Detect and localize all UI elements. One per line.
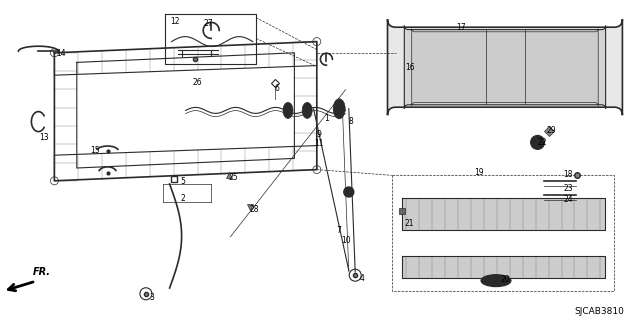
Text: 25: 25	[228, 173, 239, 182]
Circle shape	[531, 135, 545, 149]
Text: 12: 12	[170, 17, 179, 26]
Text: 17: 17	[456, 23, 466, 32]
Text: 18: 18	[564, 170, 573, 179]
Text: 10: 10	[340, 236, 351, 245]
Text: 28: 28	[250, 205, 259, 214]
Text: 21: 21	[405, 220, 414, 228]
Text: 29: 29	[547, 126, 557, 135]
Ellipse shape	[302, 102, 312, 118]
Ellipse shape	[481, 275, 511, 287]
Text: FR.: FR.	[33, 267, 51, 277]
Text: 27: 27	[203, 19, 213, 28]
Text: 6: 6	[274, 84, 279, 92]
Text: 20: 20	[500, 276, 511, 284]
Text: 7: 7	[337, 226, 342, 235]
Ellipse shape	[333, 99, 345, 119]
Text: 8: 8	[348, 117, 353, 126]
Text: 11: 11	[314, 139, 323, 148]
FancyBboxPatch shape	[388, 19, 622, 115]
Polygon shape	[402, 198, 605, 230]
Text: 4: 4	[359, 274, 364, 283]
Text: 2: 2	[180, 194, 185, 203]
Text: 24: 24	[563, 196, 573, 204]
Circle shape	[344, 187, 354, 197]
Text: 26: 26	[192, 78, 202, 87]
Circle shape	[534, 140, 541, 145]
Text: 5: 5	[180, 177, 185, 186]
Text: 14: 14	[56, 49, 66, 58]
Text: SJCAB3810: SJCAB3810	[574, 308, 624, 316]
Ellipse shape	[283, 102, 293, 118]
Polygon shape	[402, 256, 605, 278]
Text: 15: 15	[90, 146, 100, 155]
Text: 16: 16	[404, 63, 415, 72]
Text: 3: 3	[150, 293, 155, 302]
FancyBboxPatch shape	[412, 29, 598, 106]
Text: 1: 1	[324, 114, 329, 123]
Text: 23: 23	[563, 184, 573, 193]
Text: 19: 19	[474, 168, 484, 177]
Text: 13: 13	[38, 133, 49, 142]
Text: 22: 22	[538, 138, 547, 147]
Text: 9: 9	[316, 130, 321, 139]
FancyBboxPatch shape	[404, 26, 605, 109]
